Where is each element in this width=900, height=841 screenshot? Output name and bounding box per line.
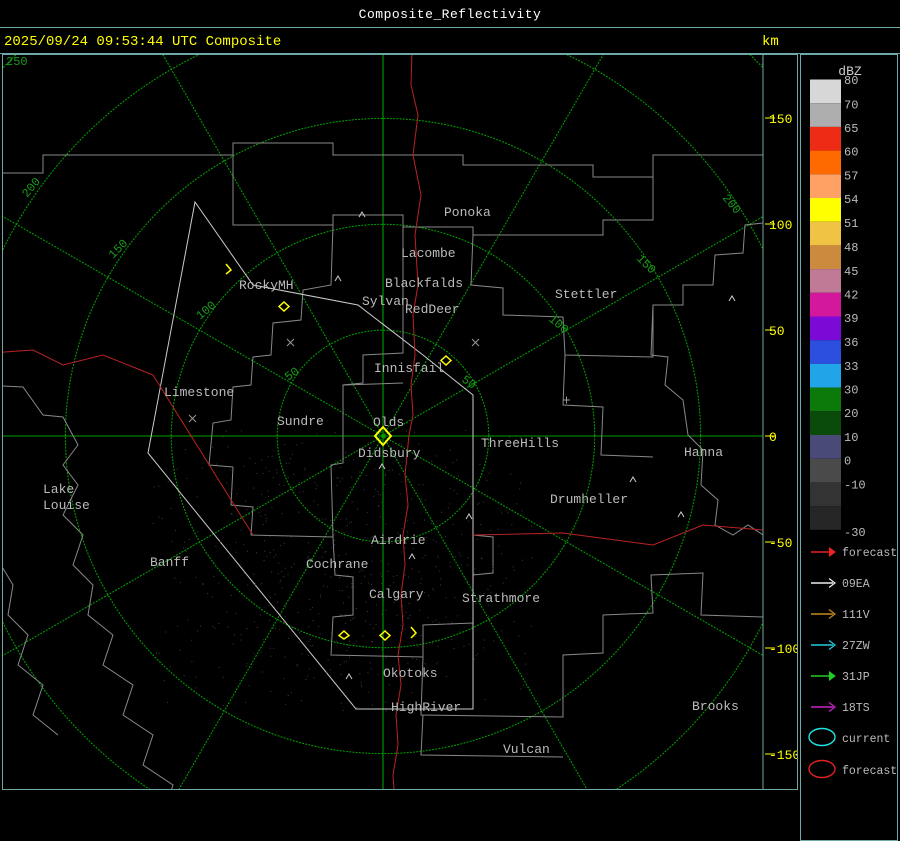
svg-text:-10: -10 [844,479,866,493]
svg-text:111V: 111V [842,609,870,622]
svg-text:ThreeHills: ThreeHills [481,436,559,451]
svg-text:Lake: Lake [43,482,74,497]
svg-text:54: 54 [844,193,858,207]
svg-text:Blackfalds: Blackfalds [385,276,463,291]
svg-text:Brooks: Brooks [692,699,739,714]
svg-text:20: 20 [844,407,858,421]
svg-text:Drumheller: Drumheller [550,492,628,507]
svg-text:-100: -100 [769,642,798,657]
svg-text:33: 33 [844,360,858,374]
svg-text:100: 100 [769,218,792,233]
svg-text:200: 200 [719,192,744,218]
svg-text:Didsbury: Didsbury [358,446,421,461]
svg-text:forecast: forecast [842,765,897,778]
svg-text:Limestone: Limestone [164,385,234,400]
svg-text:Strathmore: Strathmore [462,591,540,606]
svg-text:27ZW: 27ZW [842,640,870,653]
svg-text:60: 60 [844,146,858,160]
svg-text:Stettler: Stettler [555,287,617,302]
svg-text:RockyMH: RockyMH [239,278,294,293]
svg-text:0: 0 [769,430,777,445]
svg-text:Calgary: Calgary [369,587,424,602]
svg-text:100: 100 [194,298,220,323]
svg-text:150: 150 [106,237,131,262]
svg-text:-50: -50 [769,536,792,551]
svg-text:39: 39 [844,312,858,326]
svg-text:HighRiver: HighRiver [391,700,461,715]
svg-text:-150: -150 [769,748,798,763]
svg-text:80: 80 [844,74,858,88]
svg-text:200: 200 [19,175,44,201]
svg-text:Lacombe: Lacombe [401,246,456,261]
svg-text:Olds: Olds [373,415,404,430]
svg-text:36: 36 [844,336,858,350]
svg-text:150: 150 [633,252,658,277]
svg-text:Sylvan: Sylvan [362,294,409,309]
svg-text:Hanna: Hanna [684,445,723,460]
svg-text:-30: -30 [844,526,866,540]
svg-text:Louise: Louise [43,498,90,513]
svg-text:48: 48 [844,241,858,255]
svg-text:10: 10 [844,431,858,445]
svg-text:Sundre: Sundre [277,414,324,429]
svg-text:30: 30 [844,384,858,398]
svg-text:42: 42 [844,289,858,303]
svg-text:18TS: 18TS [842,702,870,715]
svg-text:50: 50 [459,373,479,393]
svg-text:Airdrie: Airdrie [371,533,426,548]
svg-text:Cochrane: Cochrane [306,557,368,572]
svg-text:current: current [842,733,890,746]
svg-text:Banff: Banff [150,555,189,570]
svg-text:09EA: 09EA [842,578,870,591]
svg-text:250: 250 [761,55,783,69]
svg-text:250: 250 [6,55,28,69]
svg-text:Vulcan: Vulcan [503,742,550,757]
svg-text:forecast: forecast [842,547,897,560]
svg-text:65: 65 [844,122,858,136]
svg-text:70: 70 [844,99,858,113]
svg-text:50: 50 [282,365,302,385]
svg-text:Ponoka: Ponoka [444,205,491,220]
svg-text:50: 50 [769,324,785,339]
svg-text:Innisfail: Innisfail [374,361,444,376]
svg-text:100: 100 [545,312,571,337]
svg-text:150: 150 [769,112,792,127]
svg-text:45: 45 [844,265,858,279]
svg-text:31JP: 31JP [842,671,870,684]
svg-text:51: 51 [844,217,858,231]
svg-text:Okotoks: Okotoks [383,666,438,681]
svg-text:0: 0 [844,455,851,469]
svg-text:RedDeer: RedDeer [405,302,460,317]
svg-text:57: 57 [844,170,858,184]
